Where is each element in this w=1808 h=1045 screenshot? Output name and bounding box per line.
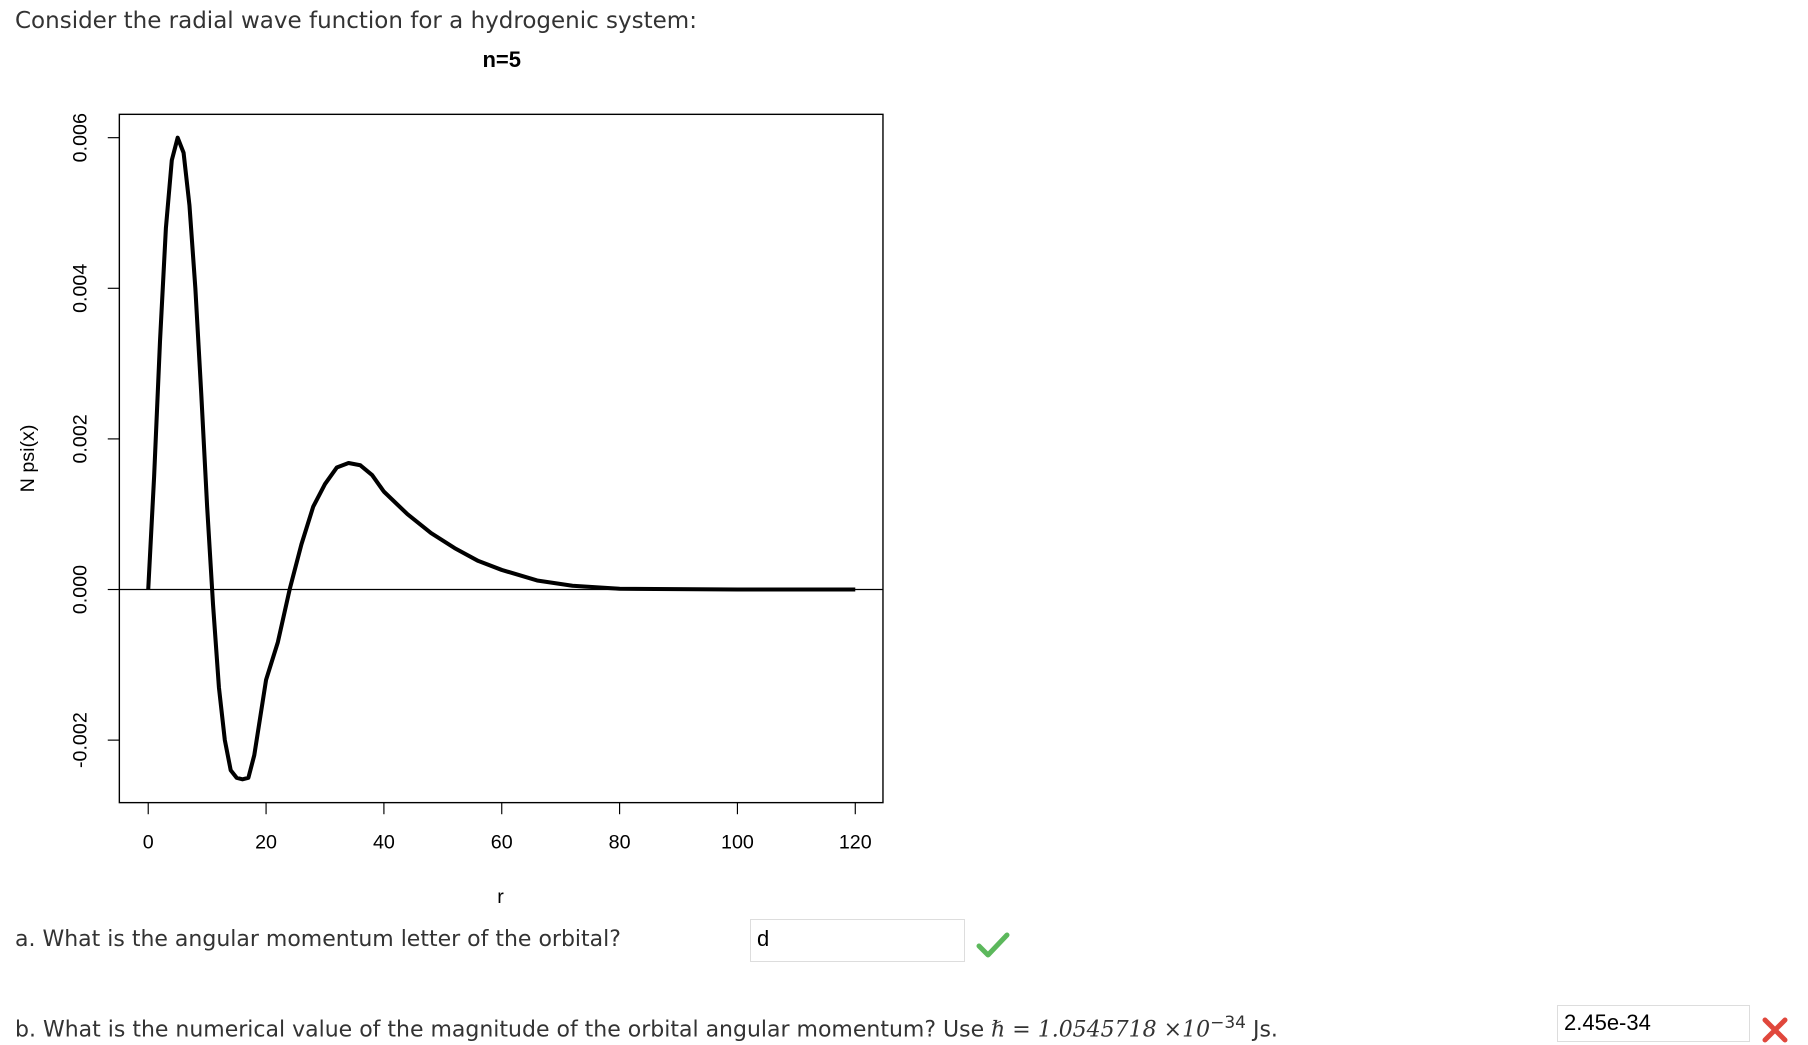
y-tick-label: 0.002 <box>69 414 91 463</box>
answer-input[interactable]: d <box>750 919 965 962</box>
x-tick-label: 100 <box>721 831 754 853</box>
data-line <box>146 135 856 782</box>
exponent: −34 <box>1210 1013 1246 1033</box>
incorrect-icon <box>1762 1017 1788 1043</box>
x-tick-label: 20 <box>255 831 277 853</box>
unit: Js. <box>1252 1017 1278 1043</box>
y-tick-label: 0.004 <box>69 264 91 313</box>
chart: n=5 r N psi(x) 0 20 40 60 80 100 120 -0.002 0.00… <box>17 47 884 908</box>
x-tick-label: 60 <box>491 831 513 853</box>
constant: ℏ = 1.0545718 ×10 <box>991 1017 1211 1043</box>
chart-title: n=5 <box>482 47 521 72</box>
y-tick-label: 0.006 <box>69 113 91 162</box>
plot-frame <box>118 113 884 804</box>
x-tick-label: 40 <box>373 831 395 853</box>
x-tick-label: 0 <box>143 831 154 853</box>
question-b-prompt: b. What is the numerical value of the ma… <box>15 1017 985 1043</box>
question-a: a. What is the angular momentum letter o… <box>15 927 621 952</box>
x-axis-label: r <box>497 886 504 908</box>
y-axis-label: N psi(x) <box>17 425 39 493</box>
answer-input[interactable]: 2.45e-34 <box>1557 1005 1750 1042</box>
correct-icon <box>976 932 1010 958</box>
y-tick-label: -0.002 <box>69 712 91 768</box>
question-b: b. What is the numerical value of the ma… <box>15 1013 1278 1042</box>
y-tick-label: 0.000 <box>69 565 91 614</box>
x-tick-label: 120 <box>839 831 872 853</box>
x-tick-label: 80 <box>609 831 631 853</box>
intro: Consider the radial wave function for a … <box>15 8 697 34</box>
